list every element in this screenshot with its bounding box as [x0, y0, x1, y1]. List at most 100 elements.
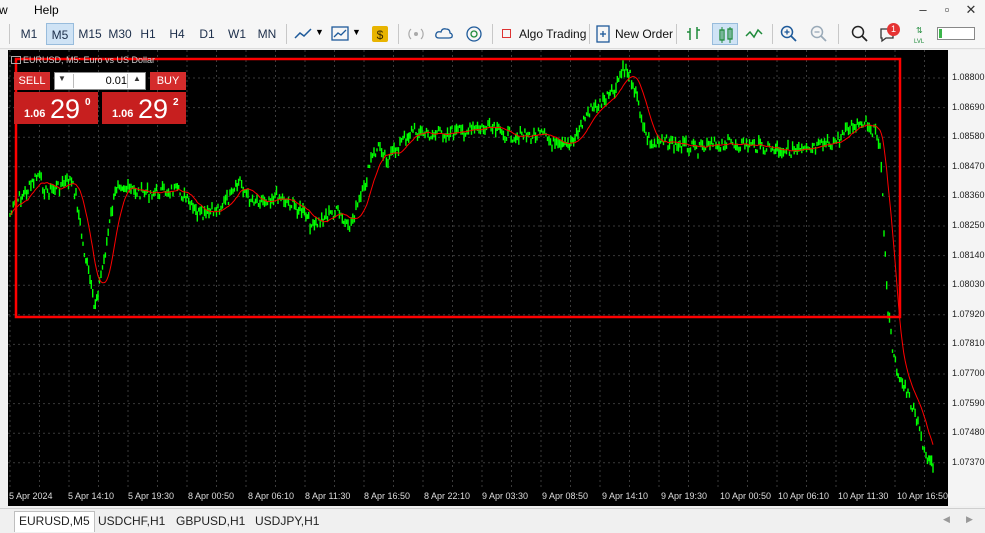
timeframe-w1[interactable]: W1 [228, 27, 246, 41]
price-tick-label: 1.08030 [952, 279, 985, 290]
signal-strength-icon: ⇅ LVL [914, 26, 925, 44]
timeframe-m30[interactable]: M30 [108, 27, 132, 41]
time-axis[interactable]: 5 Apr 2024 5 Apr 14:10 5 Apr 19:30 8 Apr 00… [8, 488, 948, 506]
chart-title: EURUSD, M5: Euro vs US Dollar [23, 55, 156, 65]
toolbar-separator [492, 24, 493, 44]
scroll-right-icon[interactable]: ▶ [966, 514, 973, 524]
menu-view[interactable]: w [0, 3, 8, 17]
algo-trading-checkbox-icon[interactable] [502, 29, 511, 38]
zoom-out-icon[interactable] [809, 24, 829, 44]
candlestick-icon [719, 27, 733, 43]
connection-bar-fill [939, 29, 942, 38]
line-chart-icon[interactable] [744, 24, 764, 44]
toolbar-separator [9, 24, 10, 44]
chevron-down-icon[interactable]: ▼ [352, 27, 361, 37]
chevron-down-icon[interactable]: ▼ [315, 27, 324, 37]
toolbar: M1 M5 M15 M30 H1 H4 D1 W1 MN ▼ ▼ $ Algo … [0, 20, 985, 49]
search-icon[interactable] [850, 24, 870, 44]
candlestick-button[interactable] [712, 23, 738, 45]
timeframe-h1[interactable]: H1 [140, 27, 156, 41]
sell-button[interactable]: SELL [14, 72, 50, 90]
buy-price-big: 29 [138, 94, 169, 124]
bar-chart-icon[interactable] [684, 24, 704, 44]
close-icon[interactable]: ✕ [965, 2, 977, 17]
toolbar-separator [398, 24, 399, 44]
new-order-button[interactable]: New Order [615, 27, 674, 41]
time-tick-label: 9 Apr 03:30 [482, 491, 529, 501]
price-tick-label: 1.08580 [952, 131, 985, 142]
time-tick-label: 10 Apr 11:30 [838, 491, 889, 501]
menu-bar: w Help – ▫ ✕ [0, 0, 985, 20]
time-tick-label: 5 Apr 19:30 [128, 491, 175, 501]
sell-price-big: 29 [50, 94, 81, 124]
volume-increase-icon[interactable]: ▲ [133, 74, 141, 83]
moving-average-line [9, 75, 934, 445]
restore-icon[interactable]: ▫ [944, 2, 950, 17]
notifications-button[interactable]: 1 [878, 23, 904, 44]
algo-trading-button[interactable]: Algo Trading [519, 27, 587, 41]
price-chart[interactable] [8, 50, 948, 506]
market-icon[interactable]: $ [370, 24, 390, 44]
time-tick-label: 8 Apr 00:50 [188, 491, 235, 501]
time-tick-label: 8 Apr 06:10 [248, 491, 295, 501]
timeframe-d1[interactable]: D1 [199, 27, 215, 41]
sell-price-small: 1.06 [24, 108, 46, 120]
volume-input-group: ▼ 0.01 ▲ [54, 72, 146, 90]
toolbar-separator [676, 24, 677, 44]
price-tick-label: 1.08470 [952, 160, 985, 171]
price-tick-label: 1.08140 [952, 249, 985, 260]
signal-icon[interactable] [406, 24, 426, 44]
toolbar-separator [589, 24, 590, 44]
price-tick-label: 1.08690 [952, 101, 985, 112]
templates-icon[interactable] [330, 24, 350, 44]
highlight-rectangle [14, 57, 902, 319]
timeframe-m5[interactable]: M5 [46, 23, 74, 45]
svg-text:LVL: LVL [914, 39, 925, 44]
buy-price-small: 1.06 [112, 108, 134, 120]
time-tick-label: 5 Apr 2024 [9, 491, 53, 501]
minimize-icon[interactable]: – [919, 2, 927, 17]
zoom-in-icon[interactable] [779, 24, 799, 44]
time-tick-label: 8 Apr 22:10 [424, 491, 471, 501]
price-axis[interactable]: 1.08800 1.08690 1.08580 1.08470 1.08360 1.082… [948, 50, 985, 506]
vps-cloud-icon[interactable] [434, 24, 454, 44]
svg-text:$: $ [377, 28, 384, 42]
buy-price-button[interactable]: 1.06 29 2 [102, 92, 186, 124]
timeframe-mn[interactable]: MN [257, 27, 277, 41]
tab-usdjpy-h1[interactable]: USDJPY,H1 [255, 514, 320, 528]
divider [127, 74, 128, 88]
buy-price-sup: 2 [173, 97, 179, 108]
price-tick-label: 1.07810 [952, 338, 985, 349]
price-tick-label: 1.07700 [952, 368, 985, 378]
indicators-icon[interactable] [293, 24, 313, 44]
timeframe-m15[interactable]: M15 [78, 27, 102, 41]
price-tick-label: 1.08250 [952, 220, 985, 230]
connection-bar [937, 27, 975, 40]
chart-tabs: EURUSD,M5 USDCHF,H1 GBPUSD,H1 USDJPY,H1 … [0, 508, 985, 533]
volume-input[interactable]: 0.01 [105, 75, 127, 87]
tab-eurusd-m5[interactable]: EURUSD,M5 [14, 511, 95, 532]
buy-button[interactable]: BUY [150, 72, 186, 90]
time-tick-label: 8 Apr 16:50 [364, 491, 411, 501]
menu-help[interactable]: Help [34, 3, 59, 17]
chart-area[interactable]: EURUSD, M5: Euro vs US Dollar [8, 50, 948, 506]
sell-price-sup: 0 [85, 97, 91, 108]
tab-usdchf-h1[interactable]: USDCHF,H1 [98, 514, 166, 528]
tab-gbpusd-h1[interactable]: GBPUSD,H1 [176, 514, 246, 528]
new-order-icon[interactable] [593, 24, 613, 44]
time-tick-label: 10 Apr 06:10 [778, 491, 830, 501]
price-tick-label: 1.08800 [952, 72, 985, 82]
time-tick-label: 9 Apr 19:30 [661, 491, 708, 501]
toolbar-separator [286, 24, 287, 44]
sell-price-button[interactable]: 1.06 29 0 [14, 92, 98, 124]
volume-decrease-icon[interactable]: ▼ [58, 74, 66, 83]
price-tick-label: 1.08360 [952, 190, 985, 201]
community-icon[interactable] [464, 24, 484, 44]
timeframe-m1[interactable]: M1 [20, 27, 38, 41]
time-tick-label: 8 Apr 11:30 [305, 491, 351, 501]
price-tick-label: 1.07920 [952, 308, 985, 319]
symbol-flag-icon [11, 56, 21, 64]
timeframe-h4[interactable]: H4 [169, 27, 185, 41]
scroll-left-icon[interactable]: ◀ [943, 514, 950, 524]
divider [73, 74, 74, 88]
